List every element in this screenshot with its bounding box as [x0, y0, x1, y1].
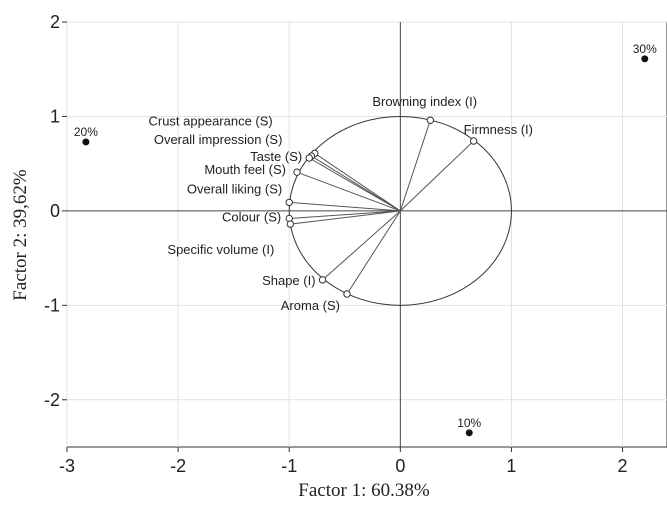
variable-label: Overall liking (S) [187, 181, 282, 196]
y-tick-label: 2 [50, 12, 60, 32]
variable-label: Colour (S) [222, 209, 281, 224]
loading-vector [289, 201, 401, 212]
x-tick-label: 1 [506, 456, 516, 476]
loading-vector [308, 157, 401, 212]
observation-label: 30% [633, 42, 657, 56]
loading-vector [346, 210, 401, 295]
x-tick-label: -1 [281, 456, 297, 476]
x-tick-label: -2 [170, 456, 186, 476]
variable-label: Browning index (I) [372, 94, 477, 109]
observation-point [641, 55, 649, 63]
observation-label: 20% [74, 125, 98, 139]
variable-label: Firmness (I) [464, 122, 533, 137]
variable-label: Aroma (S) [281, 298, 340, 313]
loading-vector [399, 140, 475, 212]
y-tick-label: 0 [50, 201, 60, 221]
correlation-circle [288, 115, 512, 306]
loading-vector [314, 152, 401, 212]
variable-label: Specific volume (I) [167, 242, 274, 257]
x-tick-label: 0 [395, 456, 405, 476]
loading-vector [296, 171, 401, 212]
variable-label: Mouth feel (S) [204, 162, 286, 177]
observation-point [82, 138, 90, 146]
variable-label: Taste (S) [250, 149, 302, 164]
plot-area [66, 21, 667, 448]
variable-label: Crust appearance (S) [148, 113, 272, 128]
loading-point [318, 276, 327, 284]
loading-point [305, 154, 313, 162]
loading-point [286, 220, 295, 228]
observation-point [465, 429, 473, 437]
y-tick-label: -1 [44, 295, 60, 315]
y-tick-label: 1 [50, 106, 60, 126]
x-axis-title: Factor 1: 60.38% [298, 480, 430, 501]
loading-point [469, 137, 478, 145]
loading-vector [290, 210, 401, 225]
y-tick-label: -2 [44, 390, 60, 410]
x-tick-label: 2 [618, 456, 628, 476]
loading-point [293, 168, 301, 176]
x-tick-label: -3 [59, 456, 75, 476]
loading-point [285, 198, 293, 207]
variable-label: Shape (I) [262, 273, 315, 288]
loading-vector [399, 120, 431, 212]
loading-point [426, 116, 435, 124]
observation-label: 10% [457, 416, 481, 430]
loading-vector [322, 210, 401, 281]
loading-vector [289, 210, 401, 219]
y-axis-title: Factor 2: 39,62% [10, 169, 31, 301]
loading-point [343, 290, 351, 298]
variable-label: Overall impression (S) [154, 132, 283, 147]
